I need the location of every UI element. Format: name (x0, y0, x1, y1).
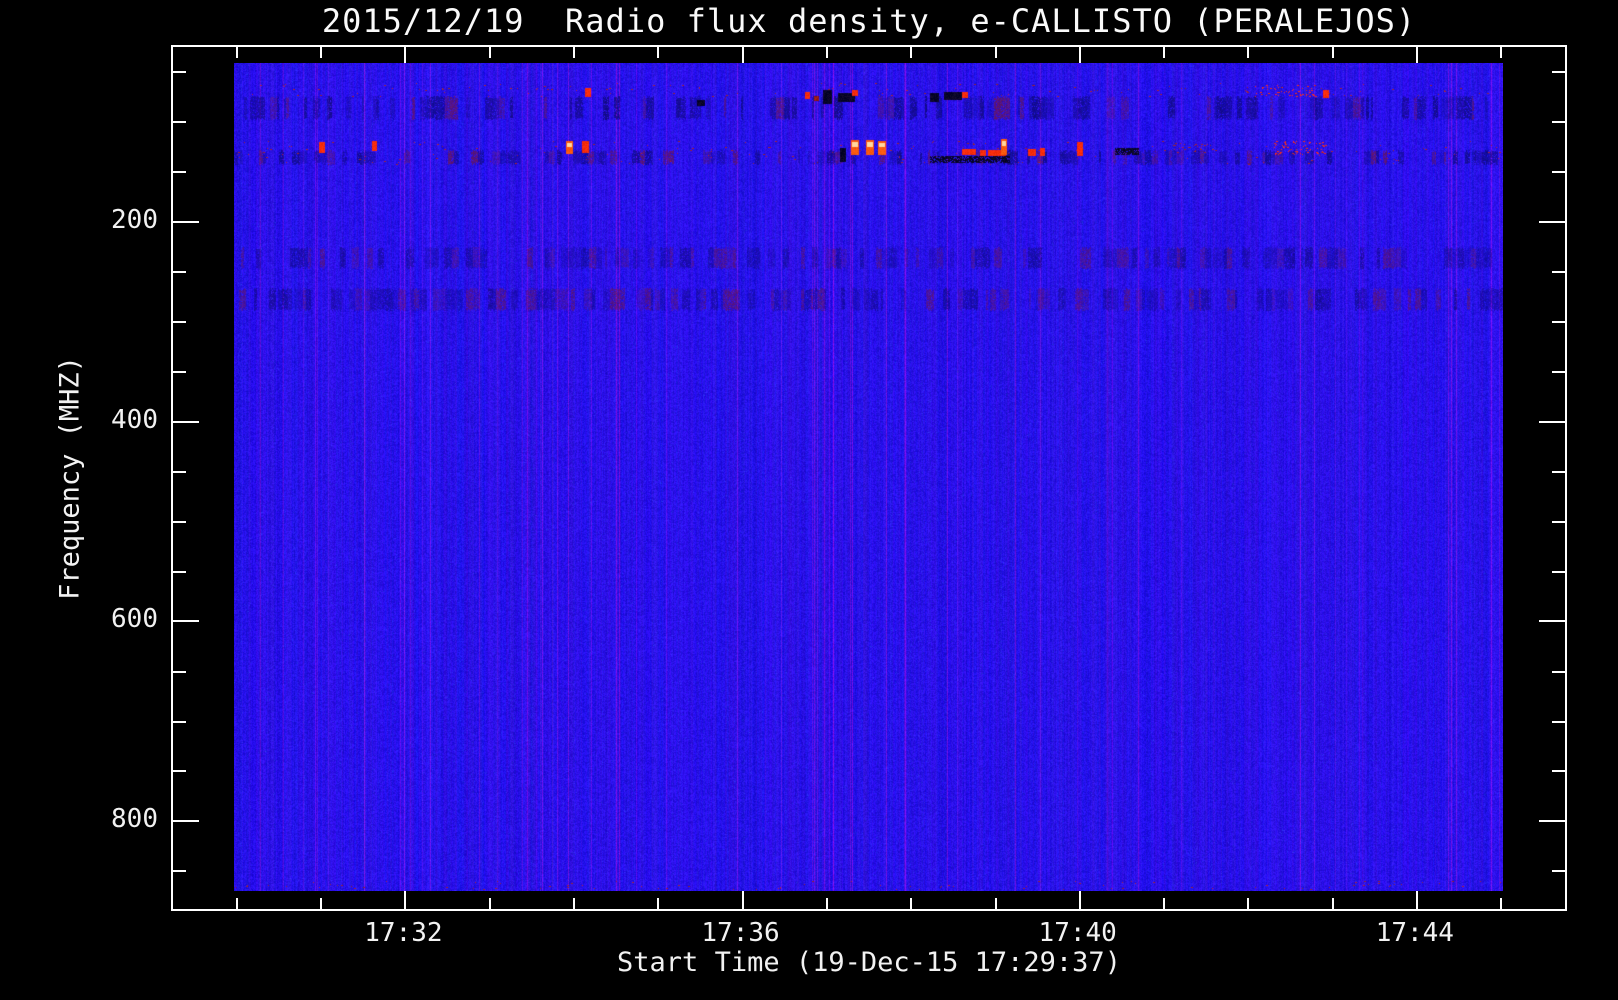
y-axis-tick (173, 520, 186, 523)
x-axis-tick (1500, 898, 1503, 909)
y-axis-tick (1552, 570, 1565, 573)
y-axis-tick (1552, 321, 1565, 324)
y-axis-tick (1539, 620, 1565, 623)
spectrogram-image (234, 63, 1503, 891)
y-axis-tick (173, 371, 186, 373)
y-axis-tick-label: 600 (111, 604, 158, 635)
y-axis-tick (1552, 171, 1565, 174)
y-axis-tick (173, 271, 186, 274)
x-axis-tick-label: 17:40 (1038, 918, 1117, 948)
x-axis-tick (1078, 47, 1081, 69)
y-axis-tick (1552, 121, 1565, 124)
x-axis-title: Start Time (19-Dec-15 17:29:37) (617, 947, 1121, 978)
y-axis-tick (1552, 470, 1565, 473)
x-axis-tick (1163, 898, 1166, 909)
x-axis-tick (910, 47, 913, 58)
plot-frame (171, 45, 1567, 911)
y-axis-tick (173, 121, 186, 124)
x-axis-tick (1415, 887, 1418, 909)
y-axis-tick (1552, 71, 1565, 74)
x-axis-tick (1500, 47, 1503, 58)
y-axis-tick (173, 71, 186, 74)
x-axis-tick (825, 898, 828, 909)
x-axis-tick (994, 47, 997, 58)
x-axis-tick (1163, 47, 1166, 58)
y-axis-tick (1552, 271, 1565, 274)
x-axis-tick-label: 17:36 (701, 918, 780, 948)
x-axis-tick (657, 47, 660, 58)
y-axis-tick (1552, 720, 1565, 723)
x-axis-tick (825, 47, 828, 58)
y-axis-tick-label: 200 (111, 205, 158, 236)
x-axis-tick (741, 47, 744, 69)
x-axis-tick (1415, 47, 1418, 69)
y-axis-tick (173, 770, 186, 773)
y-axis-title: Frequency (MHZ) (54, 356, 86, 600)
y-axis-tick (1552, 670, 1565, 673)
x-axis-tick (910, 898, 913, 909)
x-axis-tick (741, 887, 744, 909)
x-axis-tick-label: 17:44 (1375, 918, 1454, 948)
y-axis-tick (1539, 420, 1565, 423)
x-axis-tick (488, 898, 491, 909)
x-axis-tick (235, 898, 238, 909)
y-axis-tick (173, 819, 199, 822)
x-axis-tick (404, 47, 407, 69)
x-axis-tick (320, 898, 323, 909)
x-axis-tick (572, 898, 575, 909)
x-axis-tick (320, 47, 323, 58)
y-axis-tick (1552, 520, 1565, 523)
x-axis-tick (235, 47, 238, 58)
x-axis-tick (994, 898, 997, 909)
x-axis-tick (404, 887, 407, 909)
y-axis-tick (173, 570, 186, 573)
y-axis-tick (173, 720, 186, 723)
y-axis-tick-label: 800 (111, 803, 158, 834)
x-axis-tick-label: 17:32 (364, 918, 443, 948)
y-axis-tick-label: 400 (111, 404, 158, 435)
x-axis-tick (1331, 898, 1334, 909)
y-axis-tick (1552, 371, 1565, 373)
y-axis-tick (173, 470, 186, 473)
x-axis-tick (1078, 887, 1081, 909)
y-axis-tick (173, 869, 186, 872)
x-axis-tick (488, 47, 491, 58)
chart-title: 2015/12/19 Radio flux density, e-CALLIST… (321, 2, 1417, 40)
y-axis-tick (1539, 819, 1565, 822)
y-axis-tick (173, 420, 199, 423)
y-axis-tick (173, 171, 186, 174)
y-axis-tick (1552, 770, 1565, 773)
x-axis-tick (1331, 47, 1334, 58)
x-axis-tick (1247, 47, 1250, 58)
y-axis-tick (173, 620, 199, 623)
y-axis-tick (173, 221, 199, 224)
x-axis-tick (657, 898, 660, 909)
x-axis-tick (572, 47, 575, 58)
y-axis-tick (1552, 869, 1565, 872)
x-axis-tick (1247, 898, 1250, 909)
y-axis-tick (173, 670, 186, 673)
y-axis-tick (1539, 221, 1565, 224)
y-axis-tick (173, 321, 186, 324)
